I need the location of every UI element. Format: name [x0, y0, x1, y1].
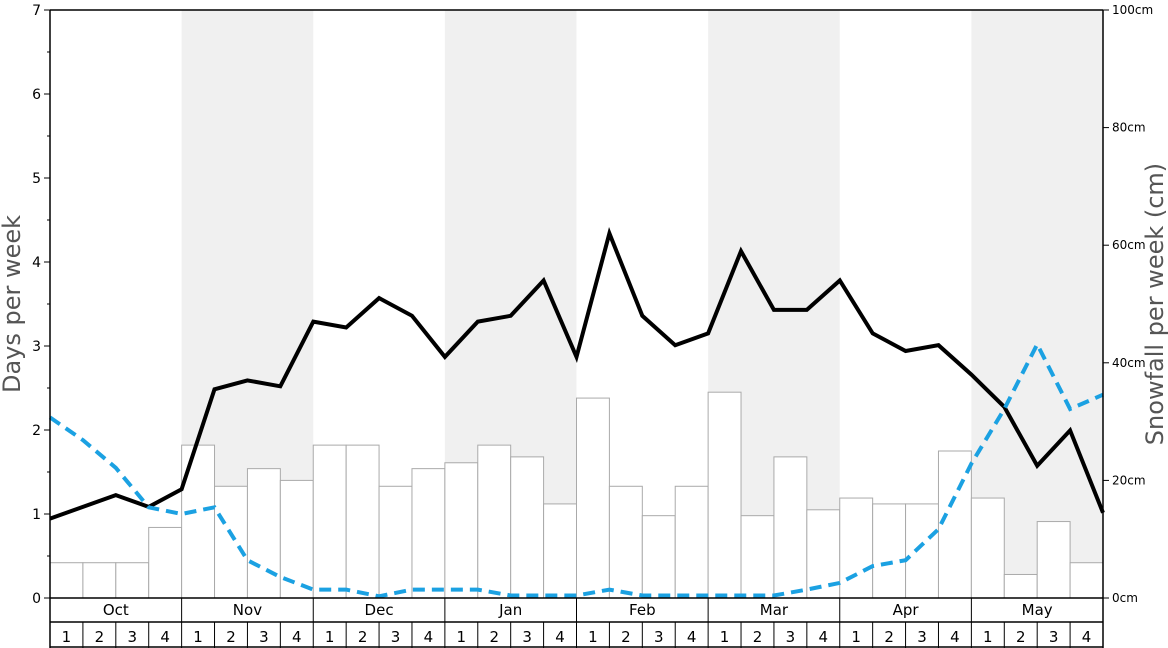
week-label: 2 [358, 628, 368, 646]
week-label: 4 [160, 628, 170, 646]
week-label: 3 [259, 628, 269, 646]
week-label: 3 [1049, 628, 1059, 646]
x-axis: Oct Nov Dec Jan Feb Mar Apr May 1 2 3 4 1 2 3 4 1 2 3 4 1 2 3 4… [62, 598, 1092, 648]
bar [411, 468, 446, 599]
bar [1069, 562, 1104, 599]
bar [115, 562, 150, 599]
right-axis: 0cm 20cm 40cm 60cm 80cm 100cm [1103, 3, 1153, 605]
week-label: 1 [457, 628, 467, 646]
y2-tick-label: 20cm [1112, 473, 1146, 487]
bar [707, 391, 742, 599]
bar [510, 456, 545, 599]
bar [1036, 521, 1071, 599]
week-label: 4 [950, 628, 960, 646]
line-series [48, 227, 1105, 599]
week-label: 2 [95, 628, 105, 646]
y2-tick-label: 100cm [1112, 3, 1153, 17]
week-label: 4 [555, 628, 565, 646]
week-label: 3 [522, 628, 532, 646]
week-label: 1 [588, 628, 598, 646]
month-label-mar: Mar [760, 601, 789, 619]
week-label: 4 [424, 628, 434, 646]
month-label-jan: Jan [498, 601, 522, 619]
week-label: 2 [884, 628, 894, 646]
week-label: 1 [851, 628, 861, 646]
week-label: 1 [62, 628, 72, 646]
bar [937, 450, 972, 599]
bar [839, 497, 874, 599]
week-label: 4 [687, 628, 697, 646]
week-label: 4 [292, 628, 302, 646]
bar-series [49, 391, 1104, 599]
week-label: 2 [621, 628, 631, 646]
month-label-nov: Nov [233, 601, 262, 619]
bar [773, 456, 808, 599]
bar [641, 515, 676, 599]
week-label: 3 [127, 628, 137, 646]
right-axis-title: Snowfall per week (cm) [1141, 163, 1168, 445]
bar [674, 485, 709, 599]
snowfall-line [49, 227, 1105, 521]
week-label: 4 [1082, 628, 1092, 646]
y2-tick-label: 60cm [1112, 238, 1146, 252]
y-tick-label: 7 [32, 3, 41, 19]
week-label: 1 [983, 628, 993, 646]
left-axis: 0 1 2 3 4 5 6 7 [32, 3, 50, 607]
bar [477, 444, 512, 599]
week-label: 3 [391, 628, 401, 646]
bar [872, 503, 907, 599]
week-label: 2 [226, 628, 236, 646]
bar [49, 562, 84, 599]
y-tick-label: 1 [32, 507, 41, 523]
month-label-apr: Apr [893, 601, 920, 619]
y2-tick-label: 40cm [1112, 356, 1146, 370]
y2-tick-label: 0cm [1112, 591, 1138, 605]
week-label: 1 [720, 628, 730, 646]
y-tick-label: 2 [32, 423, 41, 439]
week-label: 2 [489, 628, 499, 646]
y-tick-label: 3 [32, 339, 41, 355]
bar [1003, 573, 1038, 599]
week-label: 3 [786, 628, 796, 646]
bar [905, 503, 939, 599]
bar [444, 462, 479, 599]
month-label-may: May [1022, 601, 1053, 619]
week-label: 3 [654, 628, 664, 646]
y2-tick-label: 80cm [1112, 121, 1146, 135]
y-tick-label: 6 [32, 87, 41, 103]
month-label-feb: Feb [629, 601, 656, 619]
week-label: 2 [1016, 628, 1026, 646]
bar [214, 485, 248, 599]
month-label-dec: Dec [365, 601, 394, 619]
week-label: 1 [193, 628, 203, 646]
month-label-oct: Oct [103, 601, 129, 619]
y-tick-label: 4 [32, 255, 41, 271]
bar [970, 497, 1005, 599]
bar [608, 485, 643, 599]
bar [312, 444, 347, 599]
bar [246, 468, 281, 599]
bar [576, 397, 610, 599]
bar [82, 562, 117, 599]
week-label: 1 [325, 628, 335, 646]
bar [345, 444, 380, 599]
week-label: 4 [819, 628, 829, 646]
week-label: 3 [917, 628, 927, 646]
bar [740, 515, 775, 599]
left-axis-title: Days per week [0, 215, 26, 393]
y-tick-label: 0 [32, 591, 41, 607]
y-tick-label: 5 [32, 171, 41, 187]
bar [148, 526, 183, 599]
bar [543, 503, 577, 599]
week-label: 2 [753, 628, 763, 646]
bar [378, 485, 413, 599]
